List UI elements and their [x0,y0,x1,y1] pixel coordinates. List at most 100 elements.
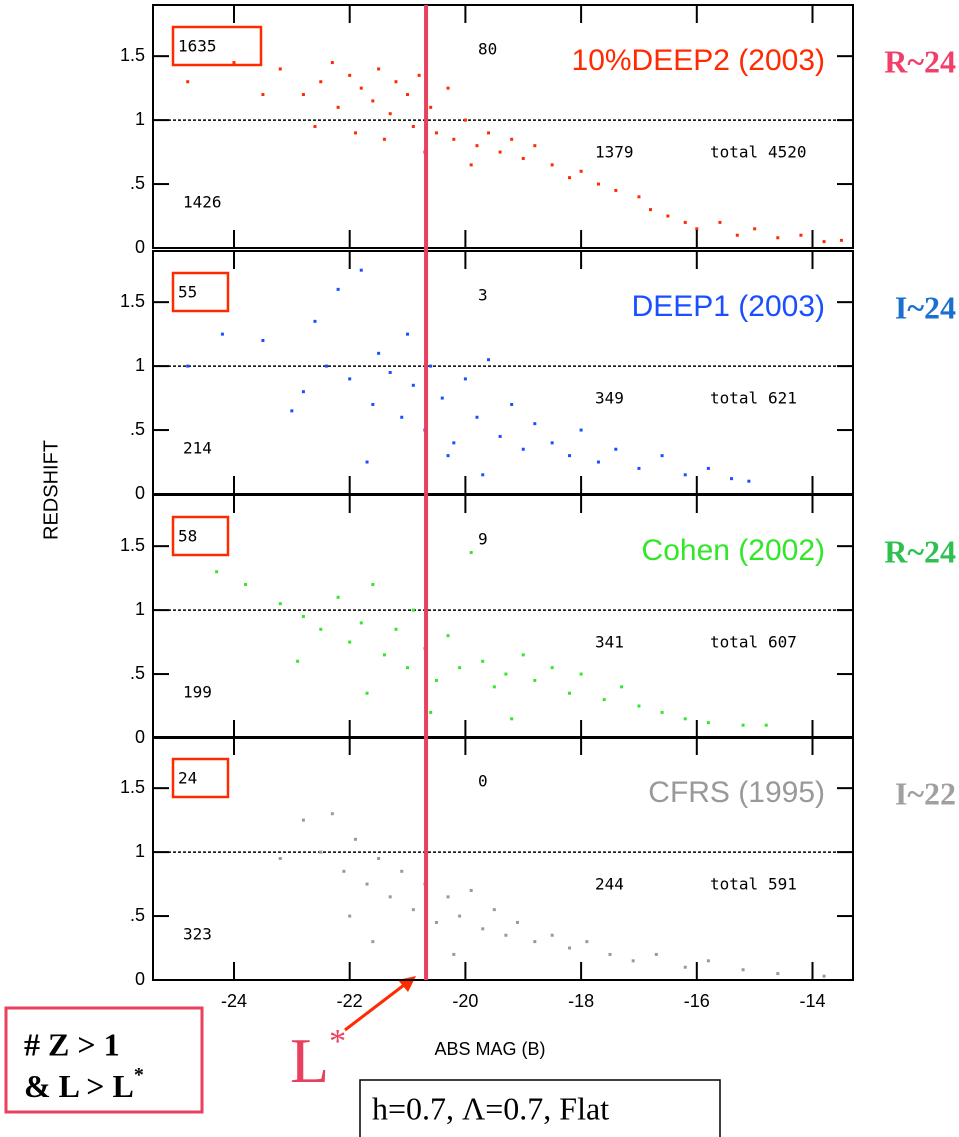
y-tick-label: 0 [135,237,145,257]
point [290,409,294,413]
limit-label: I~24 [895,289,956,325]
point [596,460,600,464]
panel-frame [152,4,854,249]
point [429,710,433,714]
panel-frame [152,494,854,739]
lstar-arrowhead [398,976,416,992]
point [186,364,190,368]
total-label: total [710,143,758,162]
count-lower-right: 1379 [595,143,634,162]
count-box-label: 58 [178,527,197,546]
panel-frame [152,250,854,495]
point [434,920,438,924]
point [336,105,340,109]
annotation-box [4,1006,204,1114]
point [608,952,612,956]
x-tick-label: -18 [568,991,594,1011]
point [434,678,438,682]
y-tick-label: .5 [130,905,145,925]
point [521,653,525,657]
total-label: total [710,875,758,894]
point [371,583,375,587]
point [359,86,363,90]
point [799,233,803,237]
point [481,473,485,477]
point [429,105,433,109]
point [822,974,826,978]
count-lower-right: 244 [595,875,624,894]
x-tick-label: -22 [337,991,363,1011]
point [406,666,410,670]
y-tick-label: 1.5 [120,535,145,555]
point [764,723,768,727]
point [365,460,369,464]
point [602,698,606,702]
y-tick-label: 0 [135,969,145,989]
point [406,332,410,336]
point [336,595,340,599]
point [469,551,473,555]
point [411,125,415,128]
count-box [171,25,263,67]
x-tick-label: -20 [452,991,478,1011]
point [394,627,398,631]
count-upper-right: 0 [478,772,488,791]
panel-title: 10%DEEP2 (2003) [572,44,825,77]
point [377,67,381,71]
point [301,818,305,822]
point [504,933,508,937]
point [706,959,710,963]
point [568,946,572,950]
point [313,319,317,323]
point [215,570,219,574]
point [683,220,687,224]
point [533,422,537,426]
lstar-label: L* [290,1023,346,1096]
total-value: 607 [768,633,797,652]
count-lower-left: 214 [183,439,212,458]
panel-title: DEEP1 (2003) [632,290,825,323]
point [504,672,508,676]
point [400,869,404,873]
point [510,402,514,406]
point [186,80,190,84]
annotation-sup: * [134,1064,144,1086]
point [388,112,392,116]
point [261,339,265,343]
count-upper-right: 3 [478,286,488,305]
point [359,621,363,625]
point [533,678,537,682]
count-box [171,271,230,313]
point [498,150,502,154]
annotation-line: & L > L* [24,1064,144,1105]
point [550,933,554,937]
point [510,137,514,141]
panel-title: CFRS (1995) [648,776,825,809]
point [735,233,739,237]
point [469,163,473,167]
point [232,61,236,65]
x-axis-label: ABS MAG (B) [434,1039,545,1059]
point [348,73,352,77]
point [498,434,502,438]
point [620,685,624,689]
y-tick-label: 0 [135,727,145,747]
y-tick-label: 0 [135,483,145,503]
point [446,86,450,90]
point [585,940,589,944]
y-tick-label: 1 [135,109,145,129]
point [521,156,525,160]
point [452,952,456,956]
count-lower-left: 323 [183,925,212,944]
point [458,914,462,918]
point [649,208,653,212]
total-value: 591 [768,875,797,894]
point [319,80,323,84]
point [365,691,369,695]
point [452,441,456,445]
y-axis-label: REDSHIFT [40,440,62,540]
point [481,659,485,663]
point [440,396,444,400]
count-lower-right: 349 [595,389,624,408]
point [730,477,734,481]
